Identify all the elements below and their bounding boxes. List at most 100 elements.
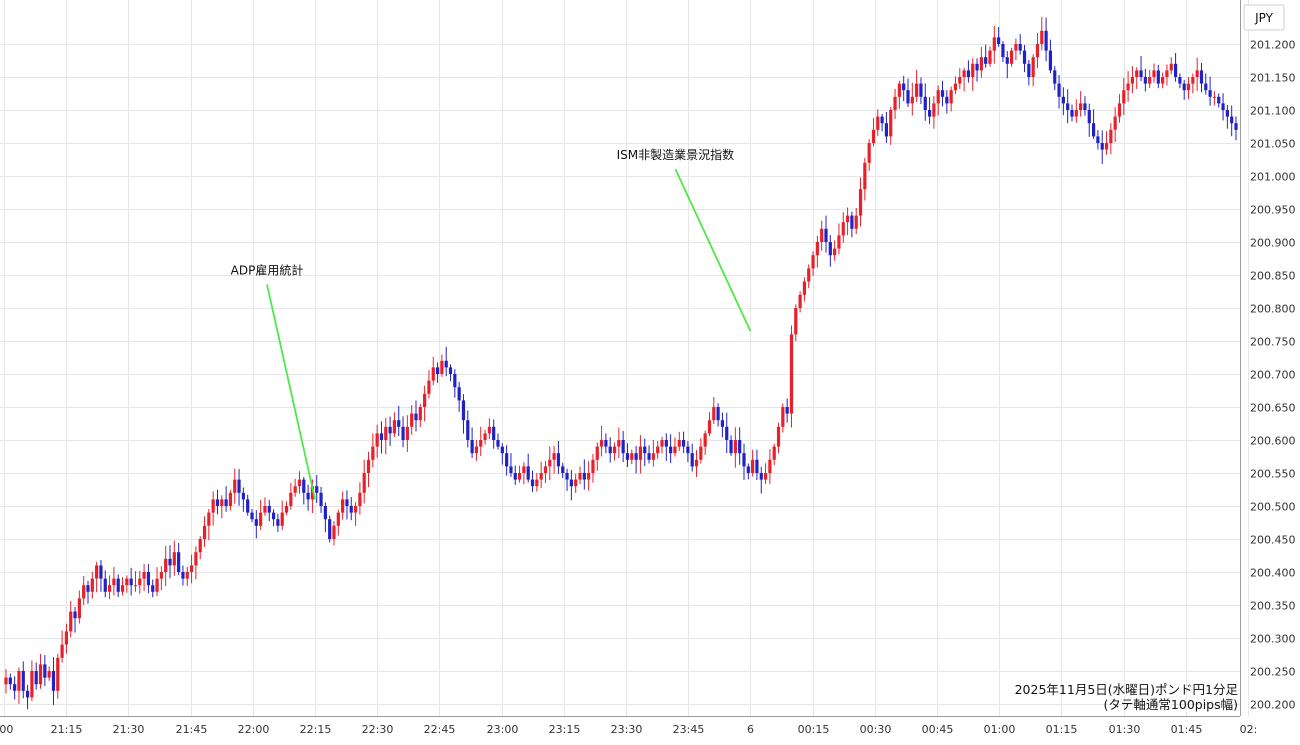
candle-body: [319, 492, 323, 506]
candle-body: [1221, 103, 1225, 110]
candle-body: [660, 440, 664, 447]
candle-body: [21, 671, 25, 691]
candle-body: [388, 426, 392, 434]
candle-body: [664, 440, 668, 447]
x-tick-label: 22:00: [238, 723, 270, 736]
candle-body: [1122, 90, 1126, 104]
candle-body: [215, 499, 220, 506]
candle-body: [427, 380, 431, 394]
y-tick-label: 200.400: [1250, 567, 1296, 580]
candle-body: [267, 506, 271, 513]
currency-label: JPY: [1254, 11, 1274, 25]
candle-body: [707, 420, 712, 434]
candle-body: [13, 684, 17, 691]
candle-body: [962, 70, 966, 77]
candle-body: [332, 525, 336, 539]
y-tick-label: 200.850: [1250, 270, 1296, 283]
candle-body: [1130, 77, 1135, 84]
y-tick-label: 201.100: [1250, 105, 1296, 118]
candle-body: [293, 486, 297, 493]
y-tick-label: 200.450: [1250, 534, 1296, 547]
candle-body: [392, 420, 397, 434]
candle-body: [284, 506, 289, 513]
candle-body: [1070, 110, 1074, 117]
candle-body: [1173, 63, 1178, 77]
candle-body: [366, 459, 371, 473]
candle-body: [202, 525, 207, 539]
candle-body: [604, 440, 608, 447]
candle-body: [1178, 77, 1182, 84]
y-tick-label: 200.350: [1250, 600, 1296, 613]
candle-body: [60, 644, 64, 658]
candle-body: [1027, 63, 1031, 77]
candle-body: [259, 512, 263, 526]
candle-body: [556, 453, 561, 467]
candle-body: [552, 453, 556, 460]
candle-body: [820, 228, 824, 242]
y-tick-label: 200.900: [1250, 237, 1296, 250]
candle-body: [371, 446, 375, 460]
candle-body: [492, 426, 496, 440]
candle-body: [690, 453, 694, 467]
y-tick-label: 200.700: [1250, 369, 1296, 382]
currency-badge[interactable]: [1243, 4, 1285, 31]
candle-body: [850, 215, 854, 229]
candle-body: [431, 367, 435, 381]
candle-body: [1169, 63, 1173, 71]
chart-caption-scale: (タテ軸通常100pips幅): [1104, 697, 1238, 712]
candle-body: [880, 116, 884, 124]
x-tick-label: 01:15: [1046, 723, 1078, 736]
candle-body: [323, 506, 327, 520]
candle-body: [1100, 143, 1104, 150]
candle-body: [345, 499, 349, 506]
y-tick-label: 200.550: [1250, 468, 1296, 481]
candle-body: [716, 407, 720, 421]
candle-body: [785, 407, 789, 414]
candle-body: [643, 446, 647, 454]
candle-body: [410, 413, 414, 427]
candle-body: [910, 96, 914, 104]
candle-body: [125, 578, 129, 586]
candle-body: [625, 453, 630, 460]
candle-body: [1035, 44, 1040, 58]
candle-body: [164, 558, 168, 572]
candle-body: [1053, 70, 1057, 84]
candle-body: [539, 473, 543, 480]
candle-body: [220, 499, 224, 506]
candle-body: [807, 268, 811, 282]
candle-body: [207, 512, 211, 526]
candle-body: [362, 473, 366, 493]
candle-body: [522, 466, 526, 473]
candle-body: [565, 473, 569, 480]
candle-body: [1074, 110, 1078, 117]
candle-body: [992, 37, 996, 51]
candle-body: [233, 479, 237, 493]
candle-body: [884, 123, 889, 137]
candle-body: [4, 677, 8, 685]
candle-body: [1191, 77, 1195, 84]
candle-body: [535, 479, 539, 487]
candle-body: [833, 248, 837, 256]
candle-body: [1217, 96, 1221, 104]
candle-body: [341, 499, 345, 513]
candle-body: [755, 459, 759, 473]
candle-body: [733, 440, 737, 454]
x-tick-label: 01:00: [984, 723, 1016, 736]
y-tick-label: 200.600: [1250, 435, 1296, 448]
candle-body: [656, 446, 660, 454]
candle-body: [578, 473, 582, 480]
candle-body: [237, 479, 241, 493]
candle-body: [73, 611, 77, 619]
candle-body: [1156, 70, 1160, 84]
candle-body: [194, 552, 198, 566]
y-tick-label: 200.800: [1250, 303, 1296, 316]
candle-body: [1208, 90, 1212, 97]
candle-body: [474, 446, 479, 454]
candle-body: [893, 96, 897, 110]
candle-body: [397, 420, 401, 427]
y-tick-label: 200.750: [1250, 336, 1296, 349]
candle-body: [768, 459, 772, 473]
candle-body: [897, 83, 901, 97]
candle-body: [181, 572, 185, 579]
